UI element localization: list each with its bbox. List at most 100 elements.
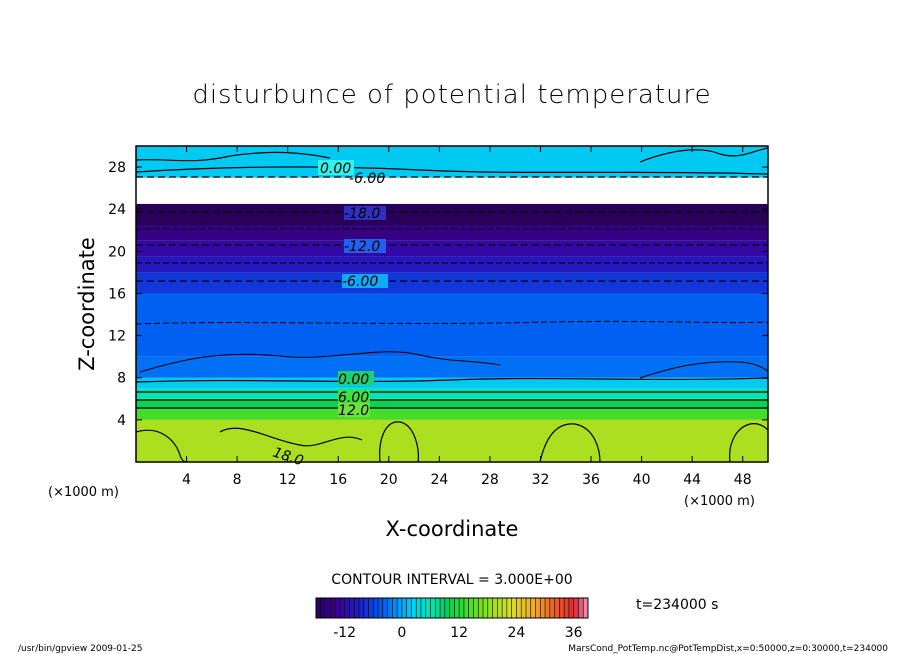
x-axis-ticks: 4 8 12 16 20 24 28 32 36 40 44 48 <box>182 146 752 488</box>
colorbar-cell <box>492 598 498 618</box>
heatmap-layer <box>136 203 768 225</box>
colorbar-cell <box>373 598 379 618</box>
colorbar-cell <box>578 598 584 618</box>
x-tick-label: 16 <box>329 472 347 488</box>
colorbar-tick-label: -12 <box>333 625 356 641</box>
colorbar-cell <box>358 598 365 618</box>
x-unit-right: (×1000 m) <box>684 494 755 509</box>
contour-line <box>729 423 768 462</box>
x-tick-label: 4 <box>182 472 191 488</box>
contour-line <box>136 320 768 325</box>
colorbar-cell <box>549 598 555 618</box>
contour-line <box>219 427 363 447</box>
colorbar-cell <box>339 598 345 618</box>
contour-line <box>639 361 768 379</box>
z-tick-label: 28 <box>108 160 126 176</box>
heatmap-layer <box>136 293 768 357</box>
colorbar-cell <box>330 598 336 618</box>
heatmap-layer <box>136 409 768 420</box>
chart-title: disturbunce of potential temperature <box>192 80 711 110</box>
colorbar <box>316 598 589 618</box>
x-tick-label: 48 <box>734 472 752 488</box>
heatmap-layers <box>136 146 768 462</box>
colorbar-tick-label: 36 <box>565 625 583 641</box>
plot-frame <box>135 145 769 463</box>
colorbar-cell <box>564 598 570 618</box>
contour-label: 0.00 <box>338 372 369 388</box>
x-tick-label: 24 <box>430 472 448 488</box>
colorbar-cell <box>545 598 551 618</box>
colorbar-tick-label: 12 <box>450 625 468 641</box>
contour-line <box>136 377 768 383</box>
heatmap-layer <box>136 356 768 378</box>
time-label: t=234000 s <box>636 597 718 613</box>
z-tick-label: 12 <box>108 329 126 345</box>
z-tick-label: 8 <box>117 371 126 387</box>
colorbar-cell <box>483 598 489 618</box>
colorbar-cell <box>397 598 403 618</box>
contour-line <box>136 166 768 175</box>
z-axis-label: Z-coordinate <box>75 237 99 371</box>
colorbar-cell <box>535 598 541 618</box>
colorbar-cell <box>349 598 355 618</box>
heatmap-layer <box>136 225 768 241</box>
colorbar-cell <box>325 598 331 618</box>
x-tick-label: 44 <box>683 472 701 488</box>
colorbar-cell <box>454 598 460 618</box>
z-tick-label: 20 <box>108 244 126 260</box>
colorbar-cell <box>449 598 455 618</box>
x-tick-label: 12 <box>279 472 297 488</box>
x-tick-label: 36 <box>582 472 600 488</box>
colorbar-cell <box>316 598 322 618</box>
heatmap-layer <box>136 240 768 257</box>
colorbar-cell <box>516 598 522 618</box>
contour-lines <box>136 147 768 462</box>
z-axis-ticks: 4 8 12 16 20 24 28 <box>108 160 768 429</box>
colorbar-frame <box>315 597 589 619</box>
x-tick-label: 8 <box>233 472 242 488</box>
contour-label: 6.00 <box>338 390 369 406</box>
contour-label: -18.0 <box>344 206 380 222</box>
colorbar-ticks: -12 0 12 24 36 <box>333 625 582 641</box>
contour-label: -6.00 <box>349 171 385 187</box>
contour-line <box>539 423 601 462</box>
colorbar-cell <box>320 598 326 618</box>
colorbar-cell <box>416 598 422 618</box>
contour-line <box>136 151 331 162</box>
z-tick-label: 16 <box>108 286 126 302</box>
colorbar-cell <box>406 598 412 618</box>
colorbar-cell <box>420 598 427 618</box>
colorbar-cell <box>435 598 441 618</box>
colorbar-cell <box>473 598 479 618</box>
contour-interval: CONTOUR INTERVAL = 3.000E+00 <box>331 572 572 588</box>
x-unit-left: (×1000 m) <box>48 485 119 500</box>
x-axis-label: X-coordinate <box>386 517 519 541</box>
heatmap-layer <box>136 377 768 389</box>
colorbar-cell <box>344 598 350 618</box>
colorbar-cell <box>440 598 446 618</box>
heatmap-layer <box>136 388 768 399</box>
footer-right: MarsCond_PotTemp.nc@PotTempDist,x=0:5000… <box>568 644 888 654</box>
heatmap-layer <box>136 419 768 462</box>
colorbar-cell <box>354 598 360 618</box>
colorbar-cell <box>525 598 532 618</box>
contour-label: -6.00 <box>342 274 378 290</box>
colorbar-cell <box>540 598 546 618</box>
colorbar-cell <box>478 598 484 618</box>
colorbar-cell <box>463 598 470 618</box>
colorbar-cell <box>335 598 341 618</box>
colorbar-cell <box>530 598 536 618</box>
footer-left: /usr/bin/gpview 2009-01-25 <box>18 644 142 654</box>
contour-label: 12.0 <box>338 403 369 419</box>
colorbar-cell <box>573 598 579 618</box>
colorbar-cell <box>497 598 503 618</box>
colorbar-cell <box>568 598 574 618</box>
colorbar-cell <box>559 598 565 618</box>
x-tick-label: 20 <box>380 472 398 488</box>
colorbar-cell <box>554 598 560 618</box>
contour-label: -12.0 <box>344 239 380 255</box>
z-tick-label: 4 <box>117 413 126 429</box>
colorbar-cell <box>378 598 384 618</box>
colorbar-cell <box>392 598 398 618</box>
